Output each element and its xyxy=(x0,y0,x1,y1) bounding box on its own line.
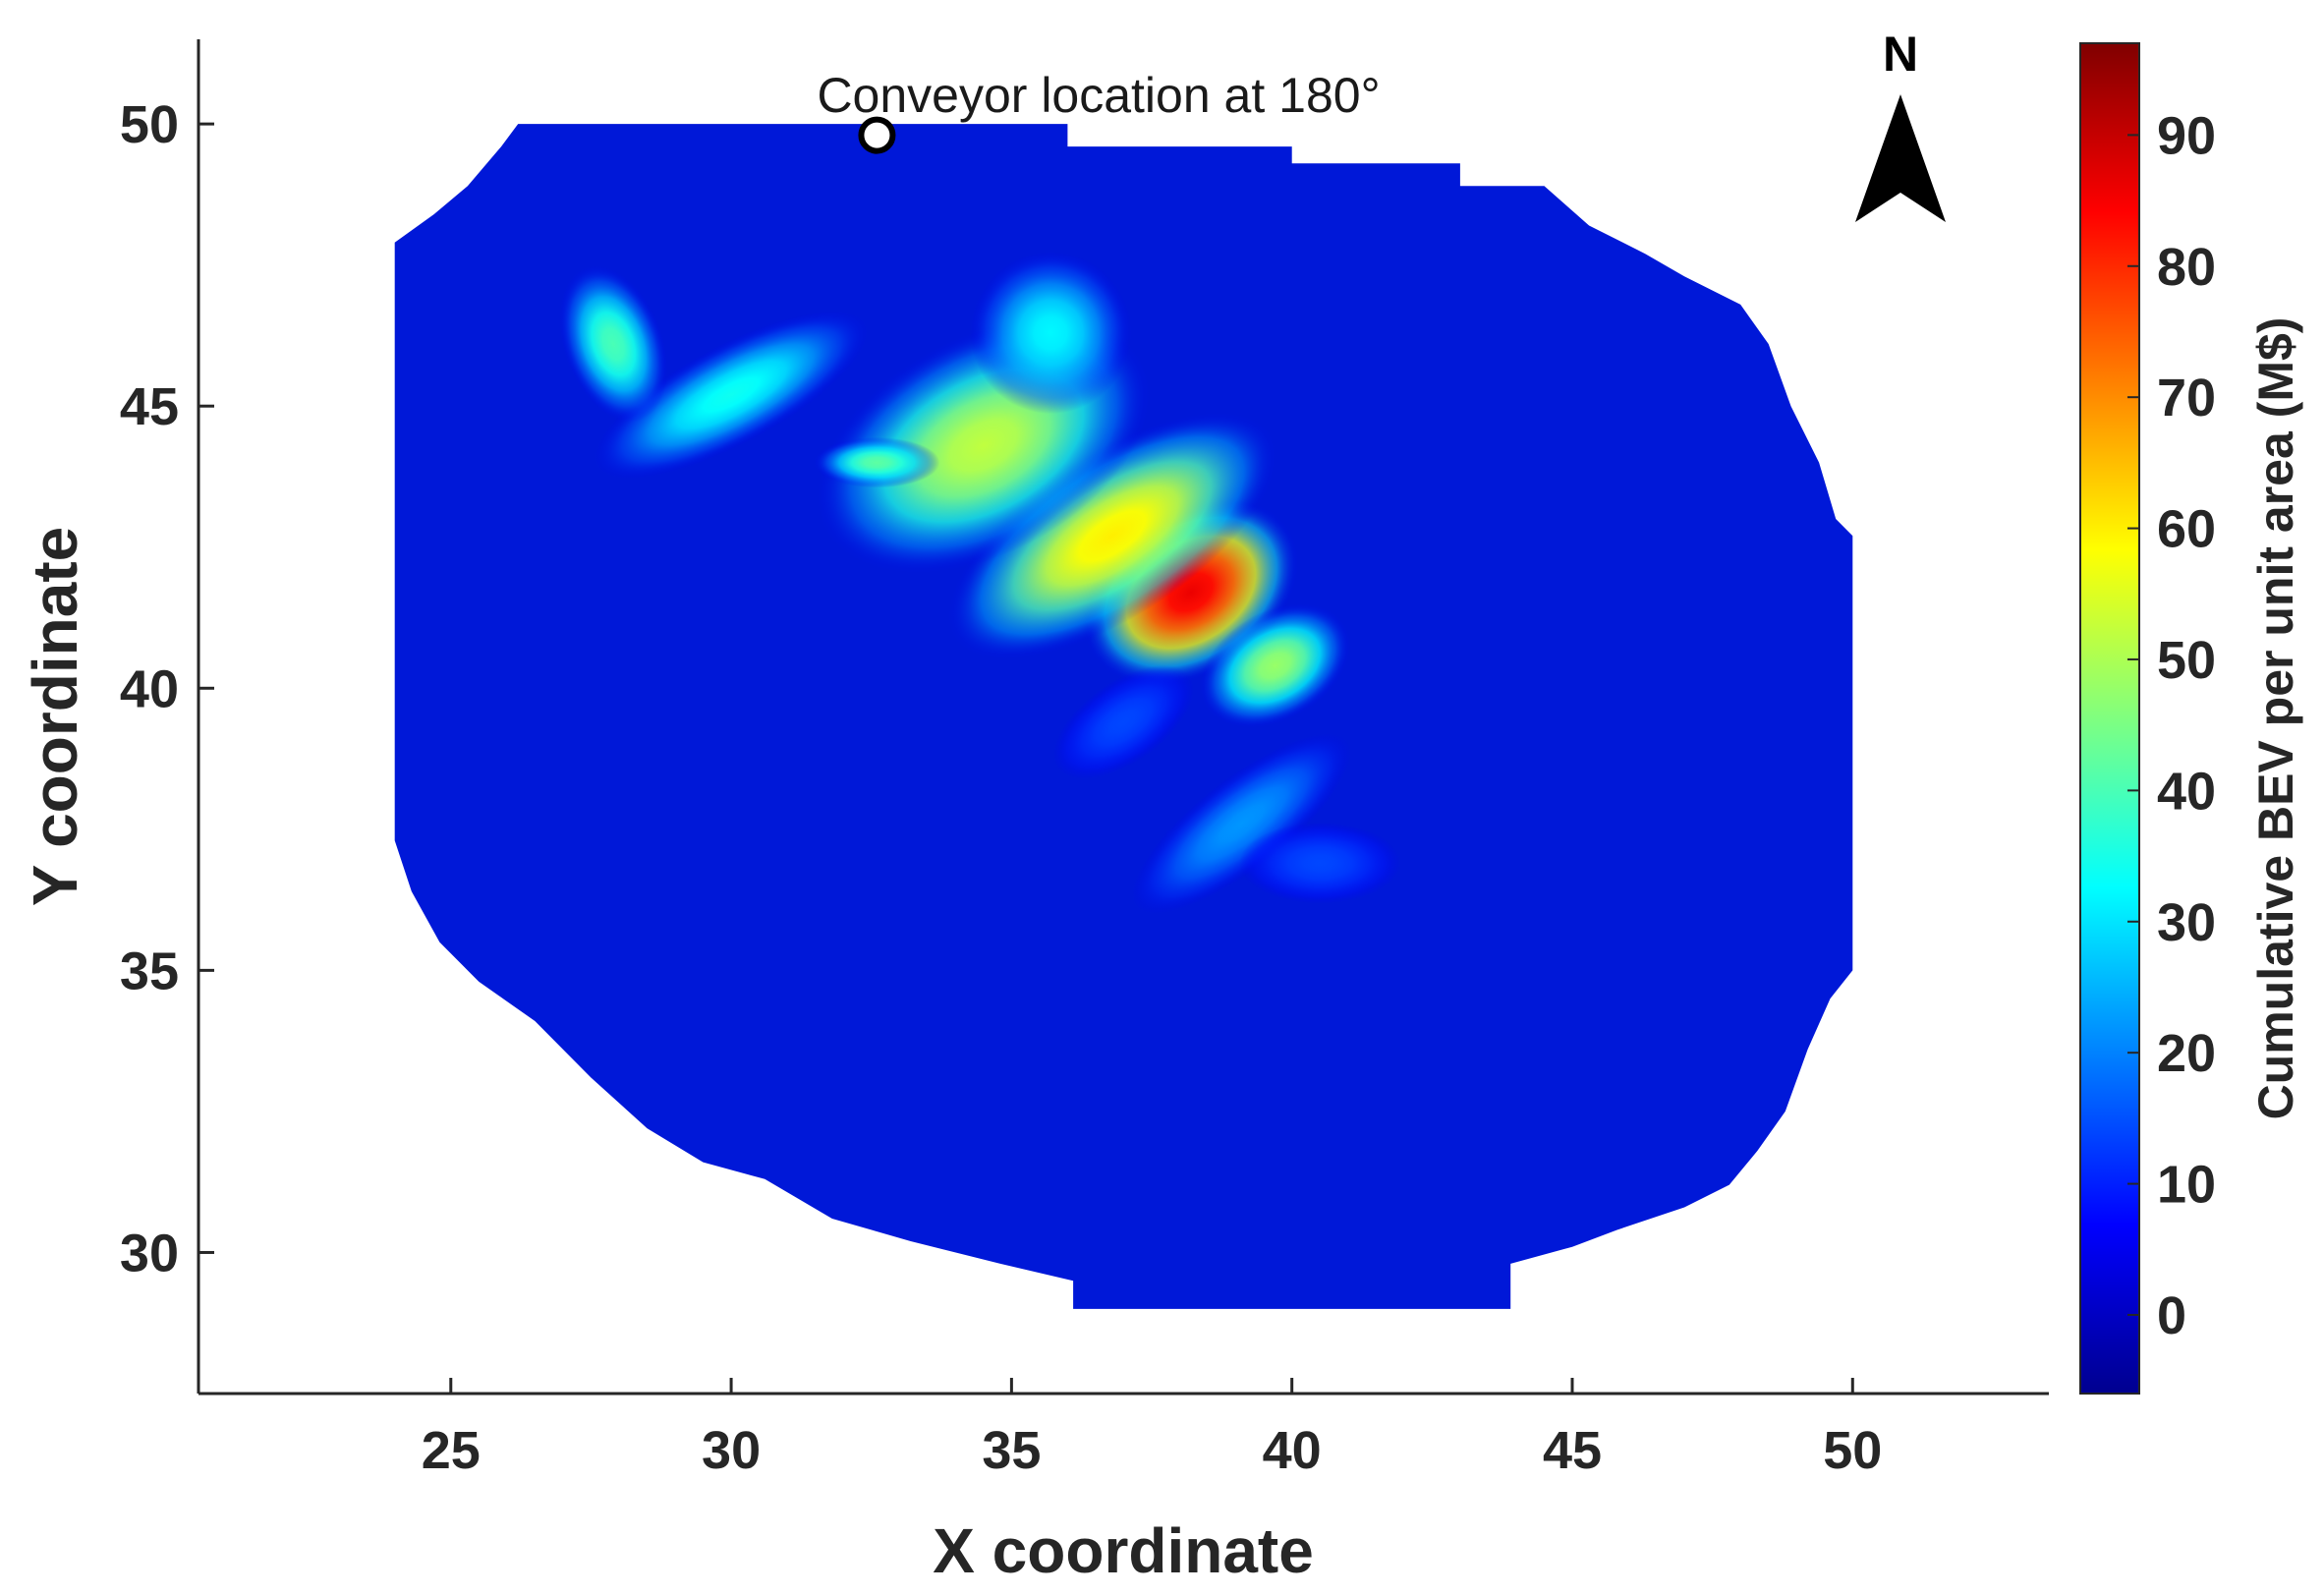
y-tick-label: 30 xyxy=(120,1224,179,1282)
y-tick-label: 40 xyxy=(120,659,179,718)
colorbar: 0 10 20 30 40 50 60 70 80 90 Cumulative BEV per u… xyxy=(2079,42,2303,1395)
x-tick-label: 30 xyxy=(702,1421,761,1480)
colorbar-tick-label: 90 xyxy=(2157,106,2216,165)
x-tick-label: 35 xyxy=(982,1421,1041,1480)
axes: 25 30 35 40 45 50 30 35 40 45 50 X coordinate Y c… xyxy=(20,39,2049,1586)
colorbar-title: Cumulative BEV per unit area (M$) xyxy=(2248,317,2303,1120)
x-tick-label: 50 xyxy=(1823,1421,1882,1480)
x-tick-label: 45 xyxy=(1543,1421,1602,1480)
colorbar-tick-label: 60 xyxy=(2157,500,2216,559)
colorbar-tick-label: 20 xyxy=(2157,1024,2216,1083)
hotspot-9 xyxy=(1239,822,1401,904)
x-ticks: 25 30 35 40 45 50 xyxy=(422,1378,1882,1480)
north-arrow-icon: N xyxy=(1855,27,1946,222)
hotspot-4 xyxy=(814,436,940,488)
x-axis-title: X coordinate xyxy=(933,1515,1314,1586)
colorbar-tick-label: 30 xyxy=(2157,893,2216,952)
y-tick-label: 45 xyxy=(120,377,179,436)
plot-area xyxy=(394,124,1853,1309)
y-tick-label: 50 xyxy=(120,95,179,154)
colorbar-tick-label: 40 xyxy=(2157,762,2216,821)
conveyor-annotation: Conveyor location at 180° xyxy=(817,68,1381,154)
colorbar-tick-label: 50 xyxy=(2157,631,2216,690)
colorbar-ticks: 0 10 20 30 40 50 60 70 80 90 xyxy=(2127,106,2216,1345)
hotspot-5 xyxy=(595,311,869,480)
conveyor-label: Conveyor location at 180° xyxy=(817,68,1380,123)
colorbar-gradient xyxy=(2079,42,2140,1395)
hotspot-7 xyxy=(1200,603,1350,728)
conveyor-marker xyxy=(858,116,896,154)
north-label: N xyxy=(1883,27,1918,82)
hotspot-8 xyxy=(1131,733,1351,914)
colorbar-tick-label: 0 xyxy=(2157,1286,2186,1345)
hotspot-1 xyxy=(948,412,1277,659)
hotspot-layer xyxy=(559,251,1401,914)
x-tick-label: 25 xyxy=(422,1421,481,1480)
y-axis-title: Y coordinate xyxy=(20,527,90,906)
north-arrow-shape xyxy=(1855,94,1946,222)
y-tick-label: 35 xyxy=(120,941,179,1000)
y-ticks: 30 35 40 45 50 xyxy=(120,95,214,1282)
colorbar-tick-label: 70 xyxy=(2157,369,2216,428)
colorbar-tick-label: 80 xyxy=(2157,238,2216,297)
hotspot-10 xyxy=(1053,664,1194,779)
hotspot-3 xyxy=(970,251,1132,415)
hotspot-6 xyxy=(559,265,668,423)
x-tick-label: 40 xyxy=(1263,1421,1322,1480)
colorbar-tick-label: 10 xyxy=(2157,1156,2216,1215)
